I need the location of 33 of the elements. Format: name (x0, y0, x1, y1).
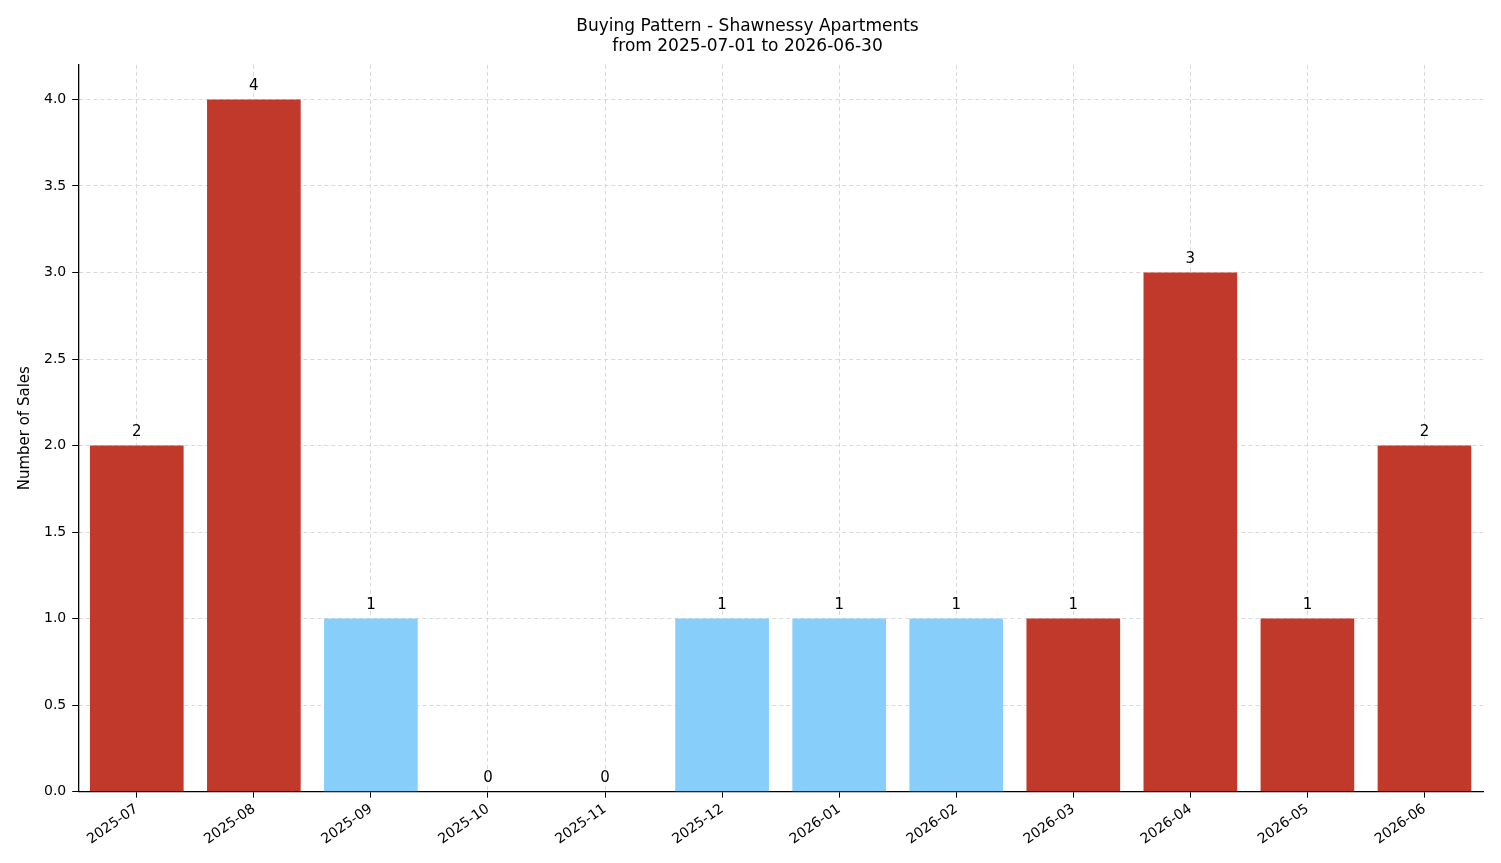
bar (1026, 618, 1121, 792)
y-axis-title: Number of Sales (14, 365, 33, 491)
chart-title: Buying Pattern - Shawnessy Apartments from 2025-07-01 to 2026-06-30 (576, 14, 919, 56)
data-label: 1 (1068, 595, 1079, 614)
bar (89, 445, 184, 792)
data-label: 2 (1419, 421, 1430, 440)
bar (207, 99, 301, 792)
data-label: 0 (600, 768, 610, 787)
y-tick-label: 0.0 (44, 782, 67, 799)
bar (675, 618, 769, 792)
bar (909, 618, 1004, 792)
data-label: 2 (132, 421, 142, 440)
y-tick-label: 0.5 (44, 695, 67, 712)
y-tick-label: 1.5 (44, 522, 67, 539)
y-tick-label: 3.0 (44, 263, 67, 280)
data-label: 0 (483, 768, 493, 787)
bar (324, 618, 418, 792)
bar (1260, 618, 1355, 792)
data-label: 1 (951, 595, 961, 614)
y-tick-label: 2.5 (44, 349, 67, 366)
y-tick-label: 4.0 (44, 90, 67, 107)
y-tick-label: 1.0 (44, 609, 67, 626)
data-label: 3 (1185, 248, 1196, 267)
bar (1143, 272, 1238, 792)
data-label: 1 (717, 595, 727, 614)
data-label: 1 (834, 595, 844, 614)
data-label: 4 (249, 75, 259, 94)
bar (1377, 445, 1472, 792)
data-label: 1 (366, 595, 376, 614)
y-tick-label: 3.5 (44, 176, 67, 193)
y-tick-label: 2.0 (44, 436, 67, 453)
data-label: 1 (1302, 595, 1313, 614)
bar (792, 618, 886, 792)
